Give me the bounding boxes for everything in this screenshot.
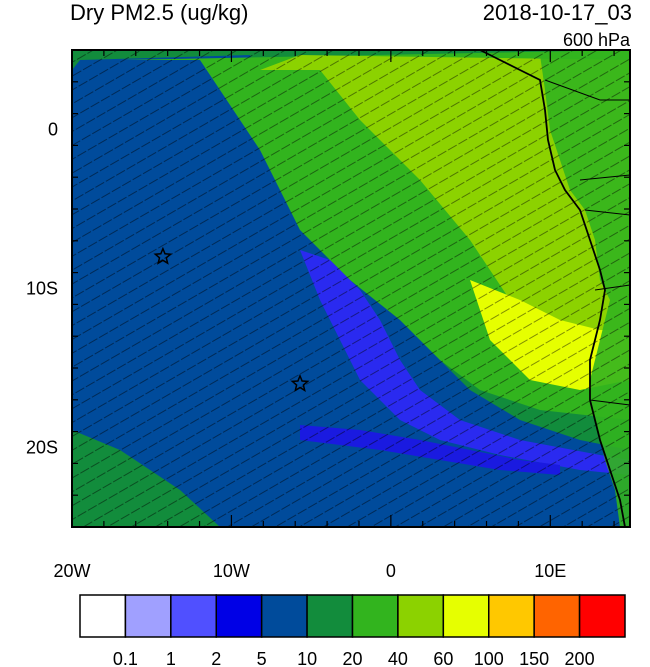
wind-vectors (72, 50, 630, 527)
map-title: Dry PM2.5 (ug/kg) (70, 0, 249, 25)
y-tick-label: 10S (26, 279, 58, 299)
colorbar-swatch (124, 594, 172, 638)
colorbar-label: 150 (519, 649, 549, 667)
x-tick-label: 20W (53, 561, 90, 581)
colorbar-swatch (397, 594, 445, 638)
colorbar: 0.1 1 2 5 10 20 40 60 100 150 200 (79, 594, 626, 667)
colorbar-label: 0.1 (113, 649, 138, 667)
colorbar-swatch (488, 594, 535, 638)
colorbar-label: 100 (474, 649, 504, 667)
colorbar-label: 5 (257, 649, 267, 667)
colorbar-label: 60 (433, 649, 453, 667)
x-tick-label: 10E (534, 561, 566, 581)
colorbar-label: 2 (211, 649, 221, 667)
country-borders (544, 79, 630, 406)
colorbar-swatch (79, 594, 127, 638)
colorbar-swatch (215, 594, 263, 638)
colorbar-label: 20 (342, 649, 362, 667)
map-datetime: 2018-10-17_03 (482, 0, 632, 25)
colorbar-swatch (578, 594, 626, 638)
colorbar-label: 10 (297, 649, 317, 667)
y-tick-label: 20S (26, 438, 58, 458)
colorbar-swatch (533, 594, 581, 638)
colorbar-label: 1 (166, 649, 176, 667)
coastline (479, 50, 626, 527)
star-marker-1 (153, 246, 173, 265)
x-tick-label: 0 (386, 561, 396, 581)
star-marker-2 (290, 373, 310, 392)
pressure-level: 600 hPa (562, 30, 630, 50)
colorbar-swatch (351, 594, 399, 638)
y-tick-label: 0 (48, 120, 58, 140)
colorbar-label: 40 (388, 649, 408, 667)
colorbar-swatch (260, 594, 308, 638)
colorbar-swatch (170, 594, 217, 638)
colorbar-label: 200 (565, 649, 595, 667)
map-frame (71, 49, 631, 528)
map-area (72, 50, 630, 527)
colorbar-swatch (442, 594, 490, 638)
x-tick-label: 10W (213, 561, 250, 581)
colorbar-swatch (306, 594, 354, 638)
